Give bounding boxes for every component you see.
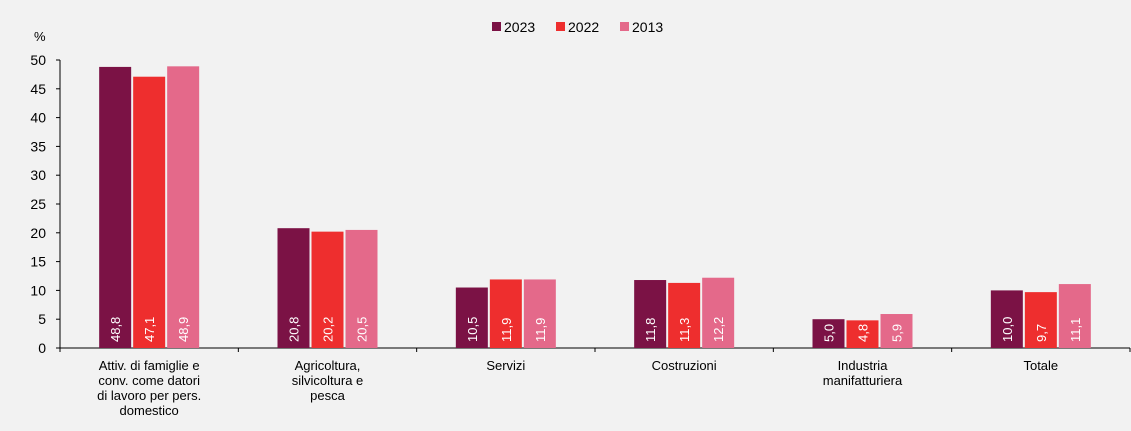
bar-2013 xyxy=(702,277,735,348)
bar-2023 xyxy=(634,280,667,348)
bar-2023 xyxy=(455,287,488,348)
y-tick-label: 20 xyxy=(30,225,46,241)
bar-value-label: 48,9 xyxy=(176,317,191,342)
bar-value-label: 10,5 xyxy=(465,317,480,342)
bar-value-label: 11,9 xyxy=(533,318,548,342)
bars xyxy=(99,66,1091,349)
y-tick-label: 30 xyxy=(30,167,46,183)
bar-2013 xyxy=(523,279,556,348)
bar-value-label: 20,5 xyxy=(355,317,370,342)
bar-2022 xyxy=(311,231,344,348)
bar-value-label: 11,9 xyxy=(499,318,514,342)
category-label: Agricoltura, silvicoltura e pesca xyxy=(292,358,364,403)
bar-value-label: 20,8 xyxy=(287,317,302,342)
bar-value-label: 5,0 xyxy=(822,324,837,342)
bar-2022 xyxy=(133,76,166,348)
category-label: Attiv. di famiglie e conv. come datori di … xyxy=(97,358,201,418)
legend-swatch-2023 xyxy=(492,22,501,31)
bar-2013 xyxy=(167,66,200,348)
bar-value-label: 11,1 xyxy=(1068,318,1083,342)
y-tick-label: 40 xyxy=(30,110,46,126)
legend-label-2023: 2023 xyxy=(504,19,535,35)
bar-2022 xyxy=(668,282,701,348)
y-tick-label: 50 xyxy=(30,52,46,68)
bar-2022 xyxy=(1024,292,1057,348)
category-label: Costruzioni xyxy=(652,358,717,373)
y-axis: % 0 5 10 15 20 25 30 35 40 45 50 xyxy=(30,29,61,356)
bar-value-label: 9,7 xyxy=(1034,324,1049,342)
y-tick-label: 35 xyxy=(30,138,46,154)
bar-2023 xyxy=(277,228,310,348)
bar-value-label: 47,1 xyxy=(142,317,157,342)
bar-2022 xyxy=(846,320,879,348)
bar-value-label: 12,2 xyxy=(711,317,726,342)
bar-value-label: 10,0 xyxy=(1000,317,1015,342)
legend-swatch-2022 xyxy=(556,22,565,31)
bar-value-label: 11,8 xyxy=(643,318,658,342)
y-tick-label: 15 xyxy=(30,254,46,270)
category-label: Totale xyxy=(1023,358,1058,373)
y-tick-label: 25 xyxy=(30,196,46,212)
bar-value-label: 48,8 xyxy=(108,317,123,342)
bar-value-label: 4,8 xyxy=(856,324,871,342)
y-tick-label: 0 xyxy=(38,340,46,356)
bar-value-label: 5,9 xyxy=(890,324,905,342)
bar-labels: 48,8 47,1 48,9 20,8 20,2 20,5 10,5 11,9 11,9 11,8… xyxy=(108,317,1083,342)
y-tick-label: 5 xyxy=(38,311,46,327)
bar-value-label: 11,3 xyxy=(677,318,692,342)
bar-2023 xyxy=(812,319,845,348)
y-unit-label: % xyxy=(34,29,46,44)
category-label: Servizi xyxy=(486,358,525,373)
y-tick-label: 10 xyxy=(30,282,46,298)
bar-2023 xyxy=(99,66,132,349)
y-tick-label: 45 xyxy=(30,81,46,97)
legend-label-2022: 2022 xyxy=(568,19,599,35)
bar-2023 xyxy=(990,290,1023,348)
legend: 2023 2022 2013 xyxy=(492,19,663,35)
legend-swatch-2013 xyxy=(620,22,629,31)
bar-2013 xyxy=(1058,284,1091,348)
x-axis: Attiv. di famiglie e conv. come datori di … xyxy=(59,347,1131,418)
bar-2013 xyxy=(345,229,378,348)
legend-label-2013: 2013 xyxy=(632,19,663,35)
bar-2022 xyxy=(489,279,522,348)
bar-2013 xyxy=(880,314,913,348)
category-label: Industria manifatturiera xyxy=(823,358,903,388)
bar-value-label: 20,2 xyxy=(321,317,336,342)
